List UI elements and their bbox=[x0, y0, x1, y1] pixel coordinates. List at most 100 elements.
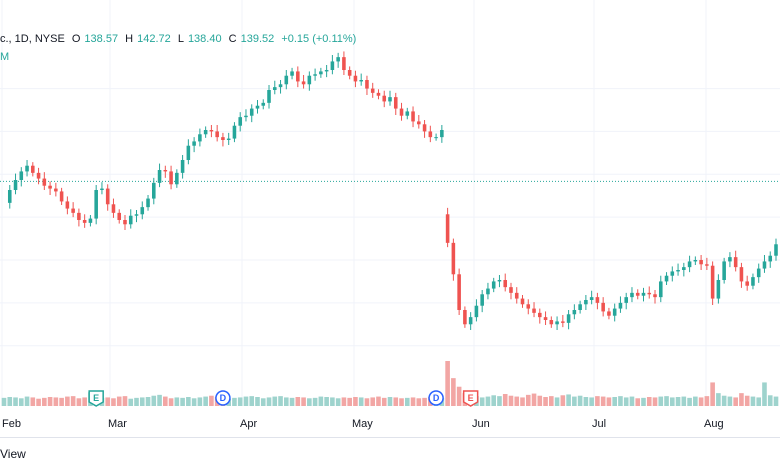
open-value: 138.57 bbox=[84, 33, 119, 45]
candle-body bbox=[226, 138, 231, 140]
candle-body bbox=[607, 311, 611, 316]
candle-body bbox=[175, 172, 179, 185]
volume-bar bbox=[710, 382, 715, 406]
candle-body bbox=[774, 244, 778, 256]
volume-bar bbox=[456, 386, 462, 406]
volume-bar bbox=[404, 397, 410, 406]
candle-body bbox=[399, 108, 404, 116]
volume-bar bbox=[186, 397, 191, 406]
candle-body bbox=[278, 84, 283, 88]
candle-body bbox=[307, 75, 312, 85]
candle-body bbox=[468, 317, 473, 325]
candle-body bbox=[94, 190, 98, 219]
volume-bar bbox=[629, 396, 635, 406]
volume-bar bbox=[116, 396, 122, 406]
volume-bar bbox=[318, 396, 324, 406]
volume-bar bbox=[721, 395, 727, 406]
volume-bar bbox=[30, 397, 36, 406]
volume-bar bbox=[583, 397, 589, 406]
low-label: L bbox=[177, 33, 184, 45]
candle-body bbox=[601, 302, 605, 312]
x-tick-label: Apr bbox=[240, 418, 258, 430]
candle-body bbox=[739, 267, 744, 282]
candle-body bbox=[163, 170, 168, 172]
volume-bar bbox=[381, 397, 387, 406]
volume-bar bbox=[727, 396, 733, 406]
volume-bar bbox=[157, 394, 162, 406]
volume-bar bbox=[687, 397, 692, 406]
candle-body bbox=[272, 87, 277, 90]
candle-body bbox=[7, 190, 12, 203]
candle-body bbox=[347, 70, 352, 76]
candle-body bbox=[365, 80, 369, 89]
volume-bar bbox=[364, 398, 370, 406]
candle-body bbox=[324, 70, 329, 72]
candle-body bbox=[393, 97, 398, 109]
volume-bar bbox=[13, 397, 18, 406]
volume-bar bbox=[445, 361, 450, 406]
volume-bar bbox=[399, 398, 404, 406]
earnings-marker bbox=[462, 390, 479, 407]
volume-bar bbox=[497, 396, 502, 406]
candle-body bbox=[699, 260, 703, 265]
volume-bar bbox=[151, 395, 157, 406]
candle-body bbox=[751, 277, 755, 286]
candle-body bbox=[716, 280, 721, 299]
x-tick-label: May bbox=[352, 418, 373, 430]
candle-body bbox=[359, 80, 363, 82]
price-chart[interactable]: EDDEDE bbox=[0, 0, 780, 412]
volume-bar bbox=[485, 396, 491, 406]
volume-bar bbox=[762, 382, 767, 406]
volume-bar bbox=[658, 396, 664, 406]
dividend-marker bbox=[215, 390, 231, 406]
volume-bar bbox=[353, 397, 358, 406]
volume-bar bbox=[572, 396, 577, 406]
candle-body bbox=[705, 264, 709, 266]
candle-body bbox=[612, 308, 617, 316]
candle-body bbox=[140, 207, 145, 215]
volume-bar bbox=[635, 398, 641, 406]
high-label: H bbox=[125, 33, 134, 45]
candle-body bbox=[561, 321, 565, 323]
volume-bar bbox=[543, 397, 548, 406]
candle-body bbox=[733, 257, 738, 268]
volume-bar bbox=[589, 397, 594, 406]
candle-body bbox=[123, 220, 127, 225]
volume-bar bbox=[209, 395, 214, 406]
volume-bar bbox=[18, 398, 24, 406]
volume-bar bbox=[53, 397, 59, 406]
volume-bar bbox=[335, 398, 341, 406]
volume-bar bbox=[82, 397, 87, 406]
candle-body bbox=[422, 124, 427, 132]
candle-body bbox=[549, 320, 554, 325]
low-value: 138.40 bbox=[187, 33, 222, 45]
volume-bar bbox=[301, 397, 306, 406]
x-tick-label: Mar bbox=[108, 418, 127, 430]
candle-body bbox=[267, 90, 271, 103]
volume-bar bbox=[324, 397, 329, 406]
volume-bar bbox=[514, 396, 520, 406]
volume-bar bbox=[750, 396, 756, 406]
time-axis[interactable]: Feb Mar Apr May Jun Jul Aug bbox=[0, 412, 780, 436]
view-label[interactable]: View bbox=[0, 447, 26, 461]
candle-body bbox=[157, 170, 162, 183]
candle-body bbox=[146, 198, 150, 208]
candle-body bbox=[382, 95, 387, 102]
volume-bar bbox=[554, 397, 560, 406]
candle-body bbox=[555, 321, 559, 325]
volume-bar bbox=[139, 397, 145, 406]
candle-body bbox=[417, 121, 421, 125]
candle-body bbox=[42, 178, 47, 186]
candle-body bbox=[584, 300, 588, 305]
symbol-label: c., 1D, NYSE bbox=[0, 33, 65, 45]
candle-body bbox=[514, 292, 519, 299]
close-label: C bbox=[228, 33, 237, 45]
candle-body bbox=[676, 270, 680, 272]
volume-bar bbox=[163, 396, 168, 406]
candle-body bbox=[578, 304, 582, 310]
candle-body bbox=[388, 97, 392, 102]
candle-body bbox=[209, 130, 214, 132]
close-value: 139.52 bbox=[240, 33, 275, 45]
volume-bar bbox=[105, 397, 111, 406]
candle-body bbox=[180, 160, 185, 173]
